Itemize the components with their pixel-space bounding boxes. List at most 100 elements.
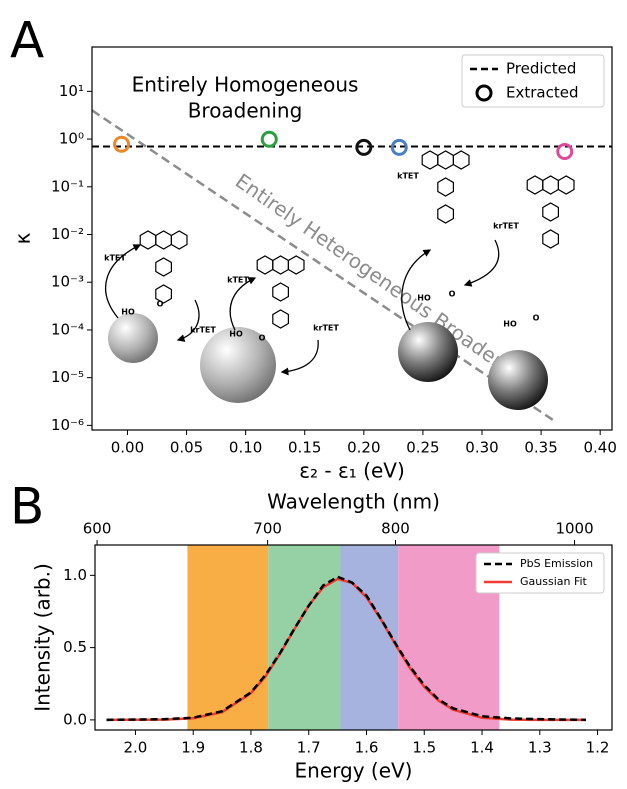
y-tick-label: 0.0 — [63, 710, 87, 728]
x-tick-label: 2.0 — [124, 739, 148, 757]
legend-label: Gaussian Fit — [520, 575, 588, 588]
plot-area — [106, 545, 587, 730]
x-tick-label: 0.25 — [406, 439, 439, 457]
x2-axis-label: Wavelength (nm) — [267, 490, 440, 514]
molecule-label: krTET — [190, 326, 216, 335]
data-point — [113, 135, 131, 153]
x-tick-label: 0.35 — [524, 439, 557, 457]
molecule-label: O — [533, 314, 540, 323]
legend-label: PbS Emission — [520, 557, 593, 570]
x-tick-label: 1.2 — [586, 739, 610, 757]
molecule-ring — [287, 255, 305, 275]
y-tick-label: 0.5 — [63, 638, 87, 656]
y-axis-label: κ — [11, 232, 35, 244]
y-axis-label: Intensity (arb.) — [31, 563, 55, 712]
x-tick-label: 1.3 — [528, 739, 552, 757]
nanocrystal — [398, 322, 458, 382]
axes-frame — [91, 46, 613, 431]
molecule-ring — [155, 230, 172, 250]
x-tick-label: 0.00 — [111, 439, 144, 457]
x-tick-label: 0.15 — [288, 439, 321, 457]
shaded-band — [268, 545, 341, 730]
transfer-arrow — [280, 339, 319, 376]
legend-label: Extracted — [506, 84, 578, 102]
molecule-label: O — [449, 290, 456, 299]
molecule-ring — [272, 255, 289, 275]
x-tick-label: 0.20 — [347, 439, 380, 457]
molecule-label: HO — [229, 330, 243, 339]
x-axis-label: ε₂ - ε₁ (eV) — [299, 459, 405, 483]
molecule-ring — [139, 230, 157, 250]
annotation: Entirely Homogeneous — [132, 73, 359, 97]
plot-area — [92, 109, 612, 421]
y-tick-label: 10¹ — [59, 82, 84, 100]
y-tick-label: 10⁻² — [51, 225, 84, 243]
molecule-ring — [155, 284, 172, 304]
x-tick-label: 0.30 — [465, 439, 498, 457]
molecule-ring — [437, 150, 454, 170]
molecule-ring — [452, 150, 470, 170]
molecule-ring — [272, 309, 289, 329]
x-tick-label: 0.10 — [229, 439, 262, 457]
x-tick-label: 1.7 — [297, 739, 321, 757]
data-point — [260, 130, 278, 148]
data-point — [556, 142, 574, 160]
x-tick-label: 1.8 — [239, 739, 263, 757]
molecule-ring — [542, 175, 559, 195]
molecule-ring — [437, 177, 454, 197]
molecule-ring — [437, 204, 454, 224]
panel-letter: B — [10, 478, 44, 536]
molecule-ring — [170, 230, 188, 250]
legend-marker — [475, 84, 493, 102]
molecule-ring — [557, 175, 575, 195]
x-tick-label: 0.40 — [583, 439, 616, 457]
transfer-arrow — [463, 239, 500, 287]
series-line — [106, 575, 587, 722]
transfer-arrow — [176, 299, 200, 342]
reference-line — [92, 109, 554, 421]
x-tick-label: 0.05 — [170, 439, 203, 457]
molecule-label: kTET — [227, 276, 249, 285]
x-tick-label: 1.5 — [412, 739, 436, 757]
y-tick-label: 10⁻⁵ — [51, 368, 84, 386]
transfer-arrow — [229, 277, 257, 331]
molecule-label: O — [259, 334, 266, 343]
molecule-label: O — [157, 300, 164, 309]
molecule-ring — [542, 202, 559, 222]
molecule-ring — [542, 229, 559, 249]
molecule-ring — [272, 282, 289, 302]
shaded-band — [187, 545, 269, 730]
annotation: Broadening — [188, 99, 303, 123]
molecule-label: HO — [503, 320, 517, 329]
axes-frame — [94, 544, 613, 731]
nanocrystal — [200, 327, 276, 403]
data-point — [355, 138, 373, 156]
data-point — [390, 138, 408, 156]
nanocrystal — [488, 350, 548, 410]
x-axis-label: Energy (eV) — [295, 759, 413, 783]
x-tick-label: 1.9 — [181, 739, 205, 757]
molecule-ring — [155, 257, 172, 277]
x2-tick-label: 800 — [381, 520, 410, 538]
molecule-label: krTET — [313, 324, 339, 333]
x2-tick-label: 700 — [253, 520, 282, 538]
molecule-ring — [256, 255, 274, 275]
y-tick-label: 10⁰ — [59, 130, 84, 148]
molecule-ring — [526, 175, 544, 195]
molecule-label: HO — [121, 308, 135, 317]
y-tick-label: 10⁻⁶ — [51, 416, 84, 434]
molecule-label: kTET — [397, 172, 419, 181]
shaded-band — [340, 545, 399, 730]
molecule-label: kTET — [104, 254, 126, 263]
nanocrystal — [108, 313, 158, 363]
y-tick-label: 1.0 — [63, 566, 87, 584]
y-tick-label: 10⁻³ — [51, 273, 84, 291]
reference-label: Entirely Heterogeneous Broadening — [231, 169, 537, 393]
molecule-label: HO — [417, 294, 431, 303]
transfer-arrow — [401, 249, 432, 331]
panel-letter: A — [10, 12, 44, 70]
molecule-label: krTET — [493, 222, 519, 231]
x-tick-label: 1.4 — [470, 739, 494, 757]
x-tick-label: 1.6 — [355, 739, 379, 757]
